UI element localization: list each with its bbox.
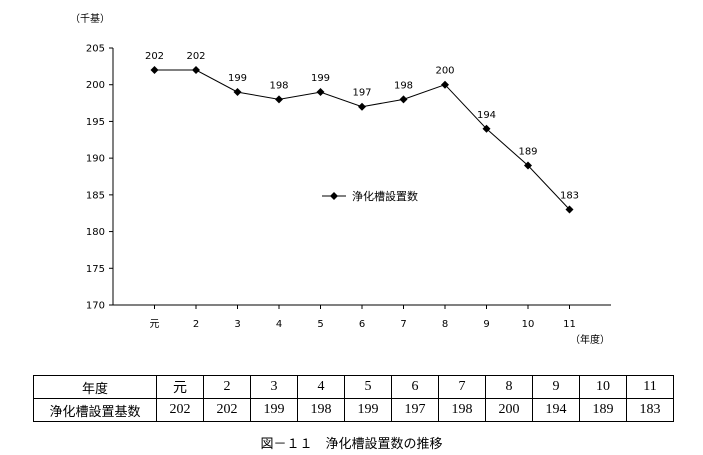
table-value-cell: 200 — [485, 398, 533, 422]
data-labels: 202 202 199 198 199 197 198 200 194 189 183 — [145, 51, 579, 202]
table-header-label: 年度 — [33, 375, 157, 399]
figure-caption: 図－１１ 浄化槽設置数の推移 — [260, 437, 443, 452]
data-label: 199 — [311, 73, 330, 84]
table-value-cell: 202 — [203, 398, 251, 422]
table-year-cell: 10 — [579, 375, 627, 399]
legend-label: 浄化槽設置数 — [352, 189, 418, 203]
x-ticks: 元 2 3 4 5 6 7 8 9 10 11 — [150, 305, 576, 330]
table-value-cell: 202 — [156, 398, 204, 422]
table-value-cell: 198 — [438, 398, 486, 422]
legend-marker — [330, 192, 338, 200]
data-label: 198 — [394, 80, 413, 91]
y-tick-label: 185 — [86, 190, 105, 201]
x-axis-unit: （年度） — [570, 333, 610, 346]
y-ticks: 170 175 180 185 190 195 200 205 — [86, 44, 113, 312]
data-label: 194 — [477, 110, 496, 121]
y-axis-unit: （千基） — [70, 12, 110, 25]
data-point — [358, 102, 366, 111]
table-row-years: 年度 元 2 3 4 5 6 7 8 9 10 11 — [33, 375, 674, 399]
data-label: 198 — [269, 80, 288, 91]
table-year-cell: 5 — [344, 375, 392, 399]
data-point — [441, 80, 449, 89]
table-value-cell: 197 — [391, 398, 439, 422]
line-chart: （千基） （年度） 170 175 180 185 190 195 200 205 元 2 3 4 5… — [70, 12, 611, 346]
x-tick-label: 10 — [522, 319, 535, 330]
x-tick-label: 6 — [359, 319, 365, 330]
y-tick-label: 175 — [86, 264, 105, 275]
x-tick-label: 5 — [317, 319, 323, 330]
table-year-cell: 6 — [391, 375, 439, 399]
data-label: 202 — [145, 51, 164, 62]
data-point — [150, 66, 159, 75]
table-year-cell: 11 — [626, 375, 674, 399]
table-value-cell: 189 — [579, 398, 627, 422]
data-label: 189 — [518, 146, 537, 157]
y-tick-label: 200 — [86, 80, 105, 91]
table-value-cell: 194 — [532, 398, 580, 422]
y-tick-label: 190 — [86, 154, 105, 165]
x-tick-label: 7 — [400, 319, 406, 330]
data-label: 200 — [435, 66, 454, 77]
data-table: 年度 元 2 3 4 5 6 7 8 9 10 11 浄化槽設置基数 202 2… — [33, 375, 674, 422]
data-label: 183 — [560, 191, 579, 202]
data-point — [399, 95, 408, 104]
y-tick-label: 170 — [86, 301, 105, 312]
legend: 浄化槽設置数 — [322, 189, 418, 203]
data-point — [233, 88, 242, 97]
data-label: 202 — [186, 51, 205, 62]
table-value-cell: 198 — [297, 398, 345, 422]
data-point — [482, 124, 491, 133]
data-label: 199 — [228, 73, 247, 84]
y-tick-label: 205 — [86, 44, 105, 55]
table-value-cell: 199 — [344, 398, 392, 422]
table-year-cell: 4 — [297, 375, 345, 399]
table-value-cell: 183 — [626, 398, 674, 422]
table-year-cell: 8 — [485, 375, 533, 399]
table-year-cell: 2 — [203, 375, 251, 399]
data-point — [275, 95, 283, 104]
x-tick-label: 3 — [234, 319, 240, 330]
table-year-cell: 3 — [250, 375, 298, 399]
table-year-cell: 元 — [156, 375, 204, 399]
y-tick-label: 180 — [86, 227, 105, 238]
data-point — [192, 66, 200, 75]
data-point — [565, 205, 574, 214]
x-tick-label: 2 — [193, 319, 199, 330]
x-tick-label: 8 — [442, 319, 448, 330]
x-tick-label: 11 — [563, 319, 576, 330]
x-tick-label: 元 — [150, 319, 160, 330]
data-point — [524, 161, 532, 170]
series-markers — [150, 66, 574, 214]
table-row-label: 浄化槽設置基数 — [33, 398, 157, 422]
data-point — [316, 88, 325, 97]
table-value-cell: 199 — [250, 398, 298, 422]
x-tick-label: 9 — [483, 319, 489, 330]
table-year-cell: 9 — [532, 375, 580, 399]
data-label: 197 — [352, 88, 371, 99]
x-tick-label: 4 — [276, 319, 282, 330]
y-tick-label: 195 — [86, 117, 105, 128]
table-row-values: 浄化槽設置基数 202 202 199 198 199 197 198 200 … — [33, 398, 674, 422]
table-year-cell: 7 — [438, 375, 486, 399]
